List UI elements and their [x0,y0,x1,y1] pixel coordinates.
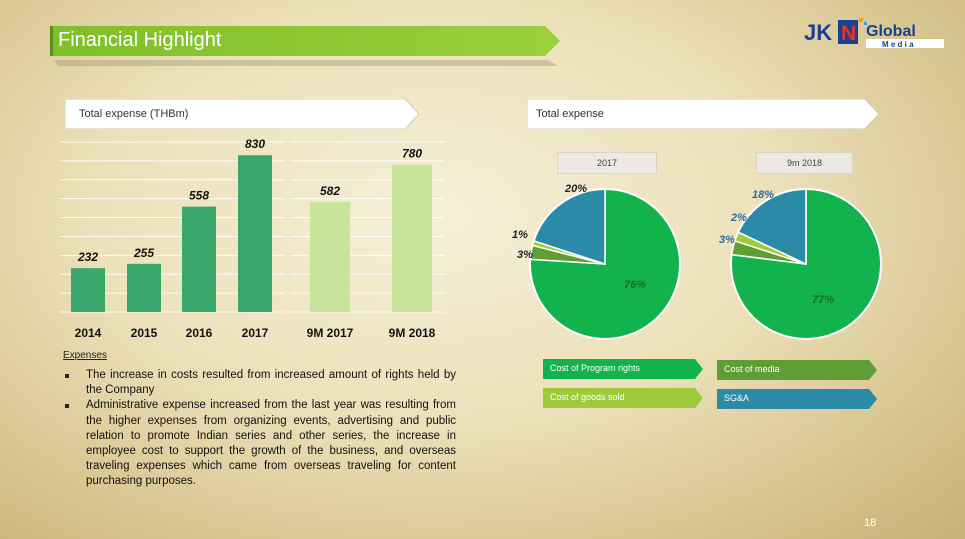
logo-jk: JK [804,20,832,45]
bar-value-label: 558 [189,189,209,203]
pie-9m2018-label: 9m 2018 [756,152,853,174]
expenses-heading: Expenses [63,350,107,361]
bar-chart-header-tab [65,99,420,129]
bar-chart-title: Total expense (THBm) [79,108,189,120]
page-number: 18 [864,517,877,529]
pie-9m2018-outline [730,188,882,340]
expenses-bullet-2: Administrative expense increased from th… [63,398,456,489]
bar-2014 [71,268,105,312]
bar-2017 [238,155,272,312]
bar-2016 [182,206,216,312]
bar-value-label: 232 [77,250,98,264]
bar-9m-2017 [310,202,350,312]
logo-n: N [841,22,856,45]
pie-2017-pct-label: 76% [624,279,646,291]
legend-item-1: Cost of Program rights [543,359,705,379]
legend-label: Cost of media [724,364,780,374]
bar-category-label: 2015 [131,326,158,340]
legend-item-3: Cost of goods sold [543,388,705,408]
legend-item-4: SG&A [717,389,879,409]
bar-category-label: 2016 [186,326,213,340]
pie-2017-pct-label: 1% [512,229,528,241]
bar-value-label: 255 [133,246,154,260]
pie-chart-title: Total expense [536,108,604,120]
logo-global: Global [866,23,916,40]
bar-value-label: 582 [320,184,340,198]
expenses-bullets: The increase in costs resulted from incr… [63,368,456,490]
bar-chart: 232 2014 255 2015 558 2016 830 2017 582 9M 2017 78… [60,137,445,340]
jkn-global-logo: JK N Global M e d i a [802,14,950,54]
pie-2017-outline [529,188,681,340]
page-title: Financial Highlight [58,29,222,51]
bar-2015 [127,263,161,312]
legend-label: SG&A [724,393,750,403]
bar-category-label: 2017 [242,326,269,340]
pie-2017-label: 2017 [557,152,657,174]
pie-9m2018-pct-label: 77% [812,294,834,306]
pie-charts: 76% 3% 1% 20% 77% 3% 2% 18% [512,183,882,340]
logo-media: M e d i a [882,40,914,49]
bar-9m-2018 [392,164,432,312]
pie-2017-pct-label: 20% [564,183,587,195]
bar-category-label: 2014 [75,326,102,340]
pie-9m2018-pct-label: 3% [719,234,735,246]
pie-2017-pct-label: 3% [517,249,533,261]
legend-item-2: Cost of media [717,360,879,380]
pie-9m2018-pct-label: 2% [730,212,747,224]
bar-value-label: 780 [402,147,422,161]
legend-label: Cost of goods sold [550,392,625,402]
bar-value-label: 830 [245,137,265,151]
pie-9m2018-pct-label: 18% [752,189,774,201]
pie-chart-header-tab [527,99,880,129]
bar-category-label: 9M 2017 [307,326,354,340]
title-banner [50,26,560,66]
title-banner-shape [50,26,560,66]
bar-category-label: 9M 2018 [389,326,436,340]
legend-label: Cost of Program rights [550,363,641,373]
expenses-bullet-1: The increase in costs resulted from incr… [63,368,456,398]
